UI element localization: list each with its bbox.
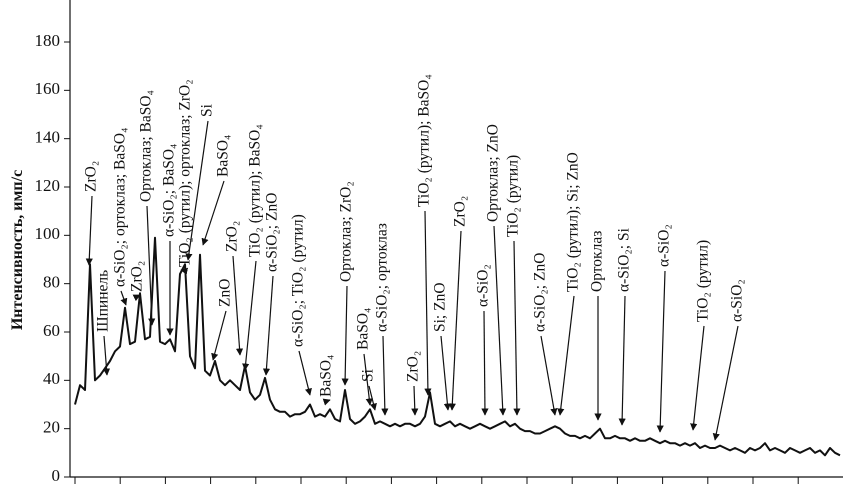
y-tick-label: 180 — [35, 31, 61, 50]
peak-label: Si — [199, 103, 216, 117]
peak-label: Ортоклаз; ZnO — [485, 124, 502, 222]
peak-arrow — [656, 270, 666, 433]
peak-arrow — [211, 310, 227, 361]
peak-arrow — [363, 353, 373, 406]
peak-label: TiO₂ (рутил); ортоклаз; ZrO₂ — [177, 79, 194, 267]
peak-label: ZrO₂ — [83, 161, 100, 192]
peak-label: α-SiO₂ — [656, 224, 673, 267]
peak-label: TiO₂ (рутил); Si; ZnO — [565, 152, 582, 292]
peak-label: BaSO₄ — [318, 355, 335, 397]
peak-arrow — [513, 240, 521, 416]
y-tick-label: 120 — [35, 176, 61, 195]
peak-arrow — [712, 325, 739, 441]
peak-label: α-SiO₂; ортоклаз; BaSO₄ — [112, 128, 129, 288]
peak-label: Si; ZnO — [432, 282, 449, 332]
peak-label: α-SiO₂; BaSO₄ — [161, 144, 178, 237]
peak-label: α-SiO₂ — [475, 264, 492, 307]
peak-arrow — [341, 285, 349, 386]
peak-arrow — [322, 398, 331, 406]
peak-arrow — [102, 335, 111, 376]
peak-label: α-SiO₂; Si — [616, 227, 633, 292]
peak-label: α-SiO₂ — [729, 279, 746, 322]
peak-label: ZnO — [217, 279, 234, 307]
peak-arrow — [381, 335, 389, 416]
peak-arrow — [298, 350, 312, 396]
peak-arrow — [557, 295, 575, 416]
peak-arrow — [424, 210, 432, 396]
y-tick-label: 40 — [43, 369, 60, 388]
peak-arrow — [132, 294, 141, 302]
peak-label: TiO₂ (рутил); BaSO₄ — [416, 74, 433, 207]
y-tick-label: 0 — [52, 466, 61, 485]
peak-label: α-SiO₂; ZnO — [264, 193, 281, 272]
peak-label: TiO₂ (рутил) — [505, 155, 522, 237]
peak-arrow — [690, 325, 705, 431]
peak-label: BaSO₄ — [355, 308, 372, 350]
peak-label: ZrO₂ — [405, 351, 422, 382]
peak-arrow — [146, 205, 156, 326]
peak-arrow — [448, 230, 462, 411]
peak-arrow — [493, 225, 507, 416]
peak-label: α-SiO₂; TiO₂ (рутил) — [290, 214, 307, 347]
peak-label: TiO₂ (рутил); BaSO₄ — [247, 124, 264, 257]
peak-label: Si — [360, 368, 377, 382]
y-tick-label: 80 — [43, 273, 60, 292]
peak-label: α-SiO₂; ZnO — [532, 253, 549, 332]
y-axis-title: Интенсивность, имп/с — [9, 170, 26, 330]
peak-arrow — [368, 385, 377, 411]
peak-label: Ортоклаз — [589, 231, 606, 292]
peak-arrow — [120, 290, 128, 306]
peak-arrow — [411, 385, 419, 416]
intensity-line — [74, 236, 841, 457]
peak-arrow — [232, 255, 244, 356]
peak-label: Шпинель — [95, 270, 112, 332]
y-tick-label: 60 — [43, 321, 60, 340]
peak-arrow — [540, 335, 558, 416]
peak-label: Ортоклаз; BaSO₄ — [138, 90, 155, 202]
peak-label: ZrO₂ — [224, 221, 241, 252]
peak-arrow — [180, 267, 189, 275]
peak-arrow — [618, 295, 626, 426]
peak-arrow — [85, 195, 93, 266]
peak-arrow — [242, 260, 257, 371]
peak-label: Ортоклаз; ZrO₂ — [338, 181, 355, 282]
y-tick-label: 20 — [43, 418, 60, 437]
peak-arrow — [201, 180, 225, 246]
peak-label: ZrO₂ — [129, 261, 146, 292]
peak-label: ZrO₂ — [452, 196, 469, 227]
peak-arrow — [440, 335, 451, 411]
peak-arrow — [262, 275, 274, 376]
y-tick-label: 140 — [35, 128, 61, 147]
peak-arrow — [481, 310, 489, 416]
x-ticks — [74, 477, 799, 484]
peak-arrow — [185, 120, 209, 261]
peak-label: α-SiO₂; ортоклаз — [374, 223, 391, 332]
y-tick-label: 100 — [35, 224, 61, 243]
y-tick-label: 160 — [35, 79, 61, 98]
peak-label: BaSO₄ — [215, 135, 232, 177]
peak-label: TiO₂ (рутил) — [695, 240, 712, 322]
